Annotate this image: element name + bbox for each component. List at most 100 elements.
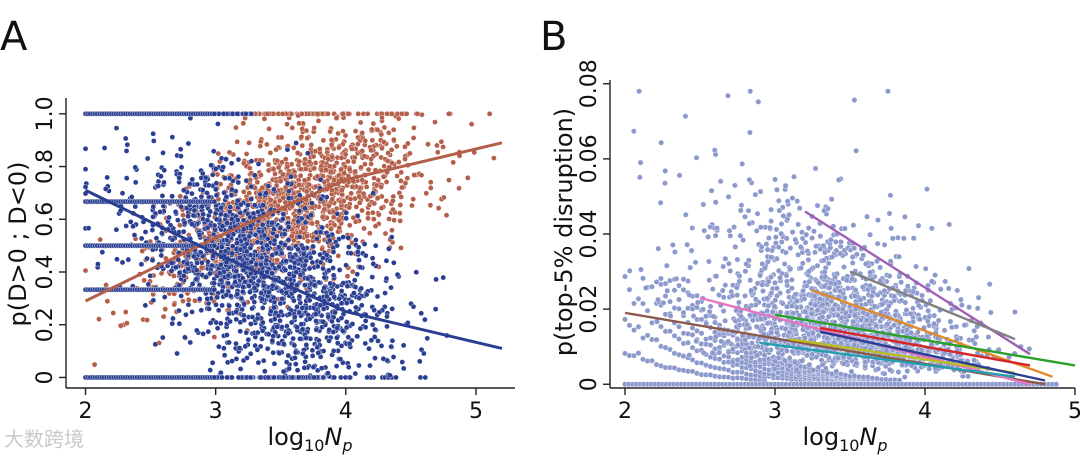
scatter-point-d-neg [144, 155, 151, 162]
scatter-point-d-neg [227, 204, 234, 210]
scatter-point-d-pos [440, 144, 446, 150]
scatter-point-d-pos [314, 219, 320, 226]
scatter-point-d-neg [247, 374, 254, 381]
scatter-point-d-pos [171, 273, 177, 279]
scatter-point-d-pos [267, 150, 274, 156]
scatter-point-d-neg [325, 313, 332, 320]
scatter-point [635, 350, 642, 356]
scatter-point-d-pos [304, 233, 310, 239]
scatter-point-d-pos [383, 179, 390, 185]
scatter-point [707, 303, 714, 310]
scatter-point-d-pos [329, 196, 336, 203]
scatter-point-d-neg [387, 372, 393, 379]
scatter-point-d-neg [291, 342, 298, 349]
scatter-point-d-pos [465, 175, 471, 181]
scatter-point-d-neg [277, 300, 284, 307]
scatter-point-d-pos [340, 128, 346, 134]
scatter-point-d-neg [372, 242, 379, 249]
scatter-point-d-neg [183, 311, 189, 318]
scatter-point-d-neg [180, 228, 187, 235]
scatter-point-d-pos [277, 178, 284, 184]
scatter-point-d-neg [237, 366, 244, 372]
scatter-point-d-neg [374, 293, 381, 300]
scatter-point-d-neg [132, 179, 139, 186]
scatter-point-d-neg [258, 254, 265, 261]
scatter-point-d-neg [194, 260, 200, 266]
scatter-point-d-neg [320, 348, 327, 354]
scatter-point-d-neg [285, 224, 292, 230]
scatter-point-d-neg [145, 281, 152, 288]
scatter-point-d-neg [243, 248, 250, 255]
scatter-point-d-neg [280, 211, 287, 218]
scatter-point-d-neg [277, 225, 284, 231]
scatter-point-d-neg [370, 190, 376, 197]
scatter-point-d-neg [207, 367, 214, 373]
scatter-point-d-neg [113, 226, 120, 233]
scatter-point-d-neg [182, 334, 188, 341]
scatter-point [791, 173, 797, 180]
scatter-point-d-pos [327, 169, 334, 175]
scatter-point-d-neg [327, 258, 333, 264]
scatter-point-d-neg [294, 324, 300, 330]
scatter-point-d-neg [284, 146, 291, 153]
scatter-point-d-pos [402, 156, 408, 162]
scatter-point-d-neg [266, 289, 272, 296]
scatter-point-d-neg [213, 319, 220, 326]
scatter-point-d-pos [301, 177, 308, 184]
scatter-point-d-neg [218, 244, 225, 250]
scatter-point [676, 305, 682, 312]
scatter-point [946, 221, 953, 228]
scatter-point-d-neg [251, 172, 258, 179]
scatter-point-d-pos [296, 120, 302, 127]
scatter-point-d-neg [132, 203, 139, 210]
scatter-point-d-neg [219, 288, 226, 294]
scatter-point-d-neg [300, 245, 307, 252]
scatter-point-d-pos [180, 212, 186, 218]
scatter-point-d-pos [378, 131, 385, 138]
scatter-point-d-neg [170, 315, 176, 322]
scatter-point-d-neg [356, 295, 363, 301]
scatter-point-d-pos [362, 161, 368, 168]
scatter-point-d-neg [352, 284, 359, 290]
scatter-point-d-neg [309, 347, 316, 354]
scatter-point [895, 369, 902, 375]
scatter-point-d-pos [386, 216, 392, 222]
scatter-point-d-neg [246, 233, 253, 240]
scatter-point-d-neg [383, 257, 390, 264]
scatter-point-d-neg [301, 364, 308, 371]
scatter-point-d-pos [198, 264, 205, 271]
scatter-point-d-pos [97, 236, 103, 243]
scatter-point-d-pos [314, 111, 321, 117]
scatter-point-d-neg [300, 251, 307, 257]
scatter-point-d-neg [301, 262, 308, 269]
scatter-point-d-neg [302, 282, 308, 288]
scatter-point-d-neg [278, 288, 285, 295]
scatter-point [851, 97, 858, 103]
scatter-point-d-neg [222, 175, 228, 182]
scatter-point-d-neg [234, 302, 241, 308]
scatter-point-d-pos [340, 198, 347, 204]
scatter-point [685, 278, 691, 284]
scatter-point-d-neg [157, 209, 163, 215]
scatter-point-d-pos [365, 210, 371, 217]
scatter-point-d-neg [271, 226, 277, 233]
scatter-point-d-neg [263, 190, 269, 196]
scatter-point-d-pos [394, 143, 400, 150]
scatter-point-d-pos [309, 220, 315, 227]
scatter-point-d-neg [229, 250, 236, 257]
scatter-point-d-pos [434, 142, 440, 149]
scatter-point [664, 287, 671, 294]
scatter-point-d-neg [246, 283, 252, 289]
scatter-point-d-neg [338, 300, 345, 307]
scatter-point-d-pos [368, 126, 375, 133]
scatter-point-d-neg [296, 192, 303, 199]
scatter-point-d-neg [304, 150, 311, 157]
scatter-point [755, 98, 762, 105]
scatter-point-d-neg [189, 221, 195, 227]
scatter-point-d-pos [357, 119, 364, 126]
scatter-point [748, 287, 755, 294]
scatter-point-d-neg [325, 370, 331, 376]
scatter-point-d-neg [237, 209, 244, 216]
scatter-point-d-pos [362, 137, 369, 144]
scatter-point-d-neg [176, 320, 183, 327]
